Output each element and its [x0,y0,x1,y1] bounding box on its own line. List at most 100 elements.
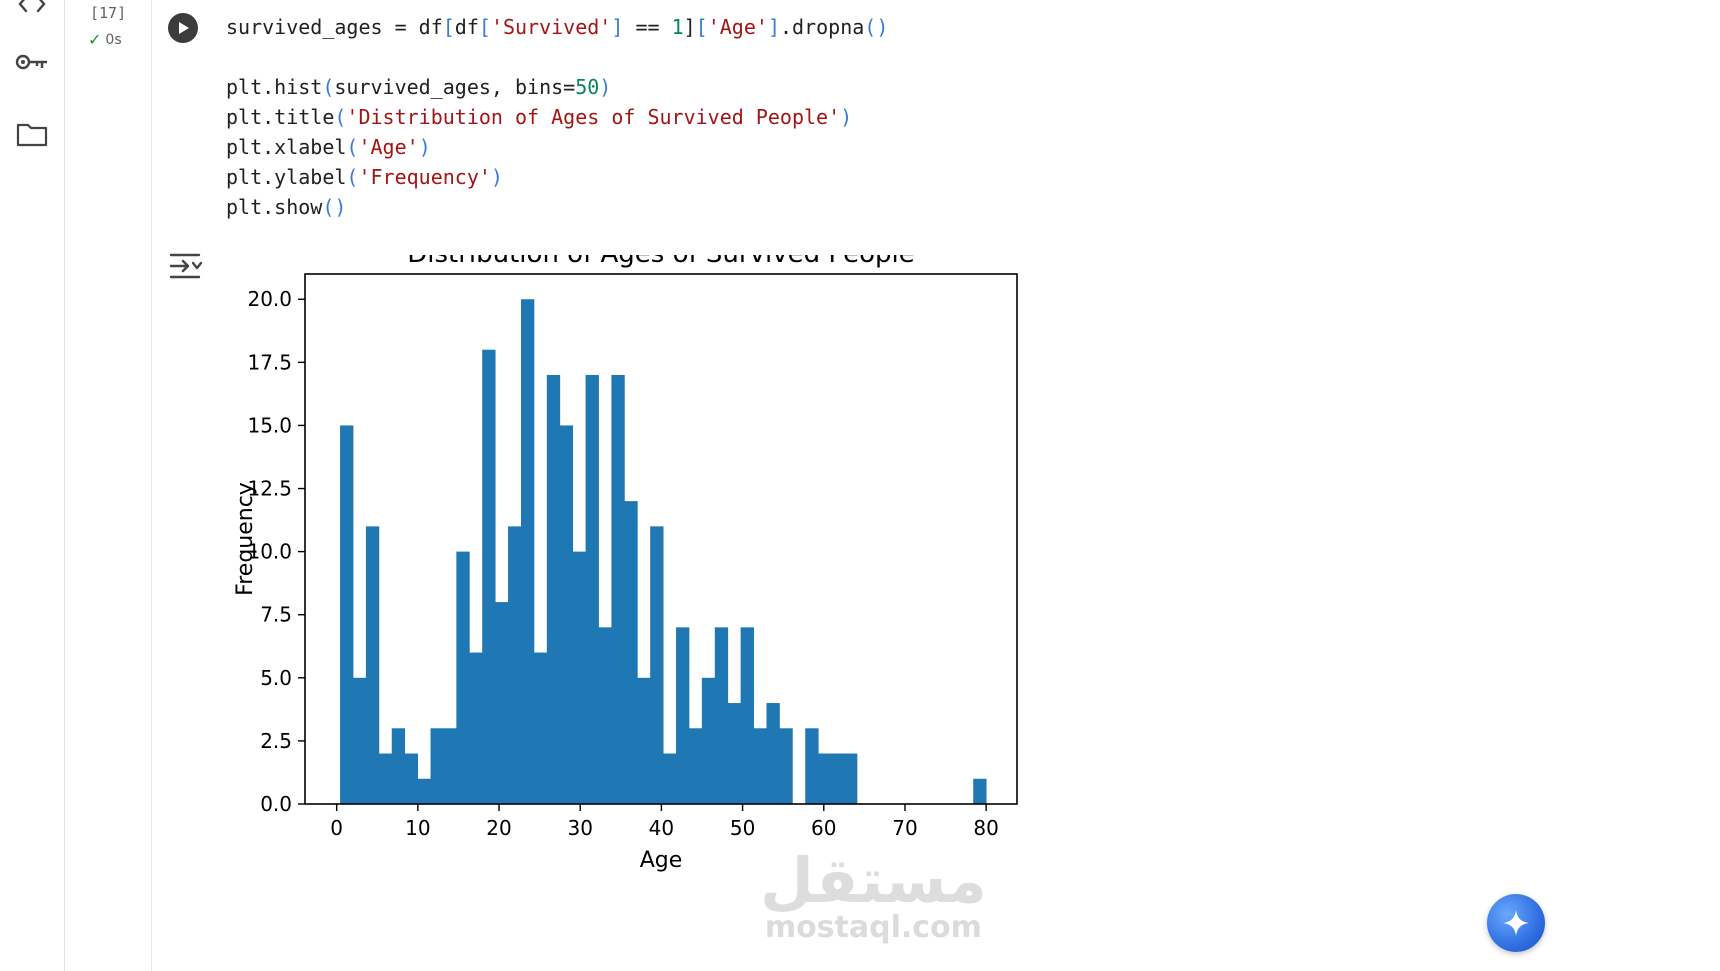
watermark: مستقل mostaql.com [760,850,987,944]
histogram-bar [844,753,858,804]
code-token: [ [695,15,708,39]
x-tick-label: 30 [567,816,592,840]
histogram-bar [973,778,987,804]
watermark-latin: mostaql.com [764,910,982,945]
left-sidebar [0,0,65,971]
x-tick-label: 10 [405,816,430,840]
code-token: == [623,15,672,39]
code-token: ( [346,135,359,159]
histogram-bar [727,703,742,804]
code-token: () [322,195,347,219]
code-token: 'Survived' [490,15,612,39]
histogram-bar [404,753,419,804]
histogram-bar [572,551,586,804]
histogram-bar [520,299,535,804]
y-tick-label: 17.5 [247,350,292,374]
x-tick-label: 40 [649,816,674,840]
code-token: ( [322,75,335,99]
code-token: plt.ylabel [226,165,347,189]
code-token: ) [490,165,503,189]
code-line: plt.title('Distribution of Ages of Survi… [226,102,888,132]
output-toggle-icon[interactable] [168,250,204,282]
execution-status: ✓ 0s [88,30,122,49]
histogram-bar [533,652,548,804]
histogram-bar [585,374,599,804]
code-token: df [454,15,479,39]
check-icon: ✓ [88,30,102,49]
code-token: plt.xlabel [226,135,347,159]
histogram-bar [831,753,845,804]
histogram-bar [546,374,561,804]
code-token: ) [599,75,612,99]
histogram-bar [753,728,767,804]
code-token: 'Age' [358,135,419,159]
code-token: survived_ages, bins= [334,75,576,99]
code-editor[interactable]: survived_ages = df[df['Survived'] == 1][… [226,12,888,222]
code-token: plt.hist [226,75,323,99]
x-tick-label: 60 [811,816,836,840]
code-token: 'Frequency' [358,165,491,189]
histogram-bar [637,677,651,804]
code-token: ) [840,105,853,129]
histogram-bar [495,602,509,804]
code-token: [ [478,15,491,39]
histogram-bar [456,551,470,804]
histogram-bar [430,728,444,804]
histogram-bar [417,778,431,804]
histogram-bar [779,728,793,804]
histogram-bar [701,677,716,804]
code-token: () [864,15,889,39]
code-token: 'Age' [707,15,768,39]
y-tick-label: 2.5 [260,729,292,753]
cell-gutter [65,0,152,971]
gemini-button[interactable] [1487,894,1545,952]
chart-title: Distribution of Ages of Survived People [407,255,915,269]
x-tick-label: 80 [973,816,998,840]
histogram-bar [624,501,638,804]
code-token: ] [683,15,696,39]
code-token: ) [418,135,431,159]
code-line [226,42,888,72]
code-line: plt.xlabel('Age') [226,132,888,162]
code-line: plt.show() [226,192,888,222]
histogram-bar [469,652,483,804]
histogram-bar [598,627,612,804]
histogram-bar [688,728,703,804]
histogram-bar [766,703,780,804]
histogram-bar [611,374,625,804]
code-token: ] [611,15,624,39]
x-axis-label: Age [640,848,683,873]
histogram-chart: 0 10 20 30 40 50 60 70 80 0.0 2.5 5.0 7.5 10.0 12.5 15.… [233,255,1018,873]
y-tick-label: 5.0 [260,666,292,690]
histogram-bar [740,627,754,804]
code-token: ( [334,105,347,129]
histogram-bar [340,425,354,804]
histogram-bar [818,753,832,804]
histogram-bar [805,728,819,804]
code-token: ( [346,165,359,189]
histogram-bar [391,728,406,804]
y-tick-label: 20.0 [247,287,292,311]
y-tick-label: 15.0 [247,413,292,437]
code-token: ] [767,15,780,39]
y-tick-label: 0.0 [260,792,292,816]
histogram-bar [676,627,690,804]
x-tick-label: 50 [730,816,755,840]
code-line: plt.ylabel('Frequency') [226,162,888,192]
code-icon[interactable] [14,0,50,22]
code-token: survived_ages = df [226,15,443,39]
histogram-bar [508,526,522,804]
histogram-bar [352,677,367,804]
run-cell-button[interactable] [168,13,198,43]
y-tick-label: 7.5 [260,603,292,627]
histogram-bar [650,526,664,804]
folder-icon[interactable] [14,116,50,152]
code-token: .dropna [779,15,865,39]
code-line: survived_ages = df[df['Survived'] == 1][… [226,12,888,42]
x-tick-label: 20 [486,816,511,840]
key-icon[interactable] [14,44,50,80]
play-icon [179,22,189,34]
sparkle-icon [1503,910,1529,936]
histogram-bar [663,753,677,804]
execution-count: [17] [90,4,127,22]
